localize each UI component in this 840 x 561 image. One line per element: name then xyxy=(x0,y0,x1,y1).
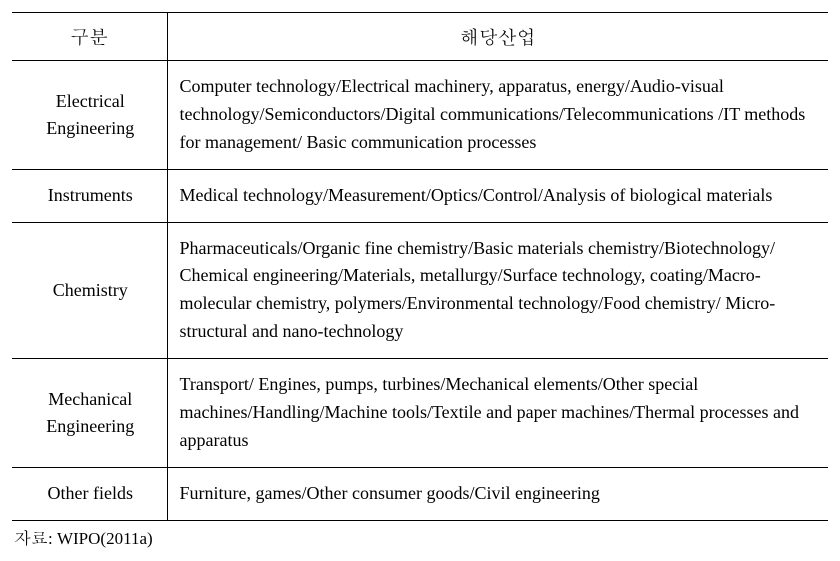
description-cell: Computer technology/Electrical machinery… xyxy=(167,61,828,170)
category-line1: Chemistry xyxy=(53,280,128,300)
table-row: Electrical Engineering Computer technolo… xyxy=(12,61,828,170)
table-row: Instruments Medical technology/Measureme… xyxy=(12,169,828,222)
category-cell: Instruments xyxy=(12,169,167,222)
category-line2: Engineering xyxy=(46,416,134,436)
category-line1: Electrical xyxy=(56,91,125,111)
table-row: Chemistry Pharmaceuticals/Organic fine c… xyxy=(12,222,828,359)
classification-table: 구분 해당산업 Electrical Engineering Computer … xyxy=(12,12,828,521)
description-cell: Furniture, games/Other consumer goods/Ci… xyxy=(167,467,828,520)
table-row: Mechanical Engineering Transport/ Engine… xyxy=(12,359,828,468)
category-cell: Electrical Engineering xyxy=(12,61,167,170)
source-citation: 자료: WIPO(2011a) xyxy=(12,521,828,549)
category-cell: Mechanical Engineering xyxy=(12,359,167,468)
description-cell: Pharmaceuticals/Organic fine chemistry/B… xyxy=(167,222,828,359)
category-cell: Chemistry xyxy=(12,222,167,359)
category-line2: Engineering xyxy=(46,118,134,138)
description-cell: Transport/ Engines, pumps, turbines/Mech… xyxy=(167,359,828,468)
category-line1: Other fields xyxy=(48,483,133,503)
header-category: 구분 xyxy=(12,13,167,61)
table-header-row: 구분 해당산업 xyxy=(12,13,828,61)
category-line1: Instruments xyxy=(48,185,133,205)
table-row: Other fields Furniture, games/Other cons… xyxy=(12,467,828,520)
description-cell: Medical technology/Measurement/Optics/Co… xyxy=(167,169,828,222)
category-cell: Other fields xyxy=(12,467,167,520)
category-line1: Mechanical xyxy=(48,389,132,409)
header-description: 해당산업 xyxy=(167,13,828,61)
